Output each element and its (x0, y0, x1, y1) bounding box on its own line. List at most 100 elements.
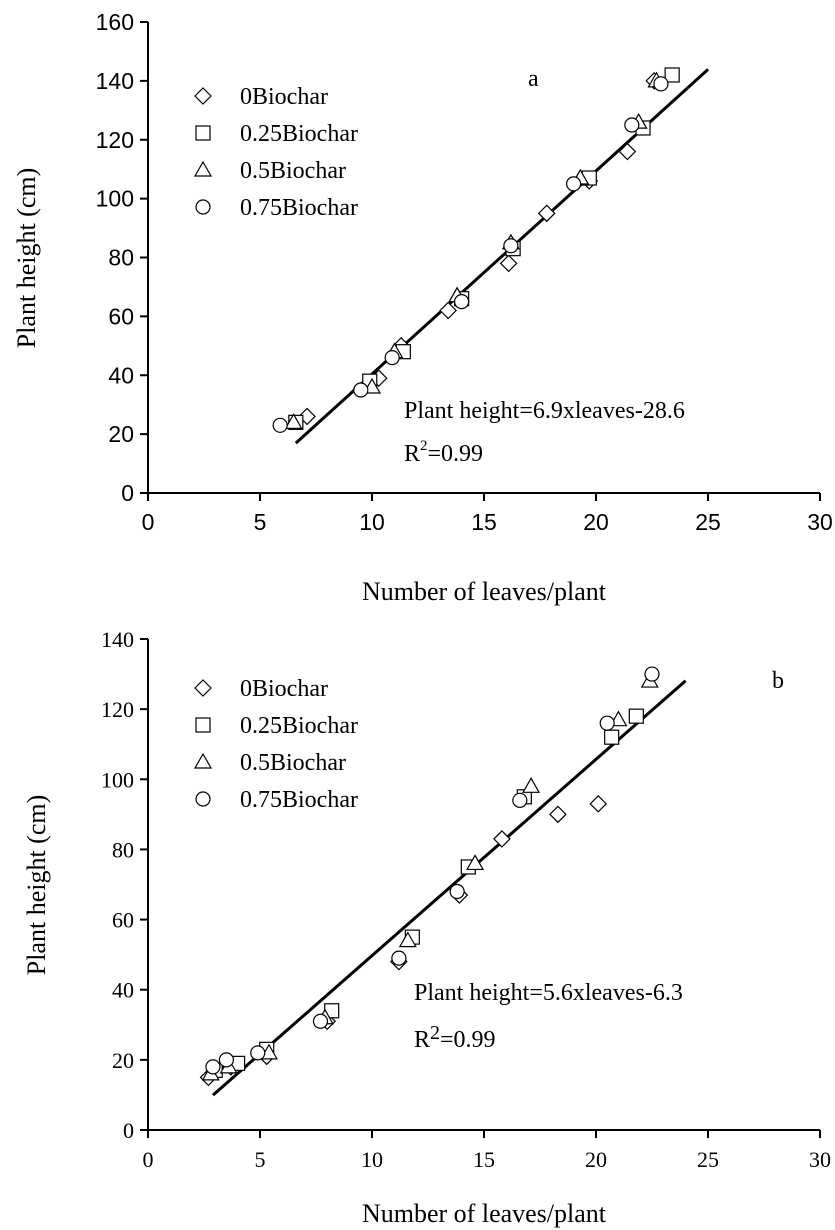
y-tick-label: 20 (108, 421, 134, 447)
data-point-triangle (398, 931, 417, 948)
r-squared-symbol: R (414, 1027, 430, 1053)
data-point-triangle (522, 777, 541, 793)
legend-symbol-square (195, 717, 211, 733)
x-ticks: 0 5 10 15 20 25 30 (142, 493, 833, 535)
legend-label: 0Biochar (240, 676, 328, 702)
data-points (199, 666, 660, 1087)
data-point-diamond (537, 204, 556, 223)
data-point-circle (391, 950, 407, 966)
x-tick-label: 25 (697, 1147, 719, 1172)
r-squared: R2=0.99 (404, 438, 483, 467)
y-tick-label: 140 (101, 627, 134, 652)
x-tick-label: 15 (473, 1147, 495, 1172)
y-tick-label: 140 (96, 68, 134, 94)
data-point-circle (449, 883, 465, 900)
x-tick-label: 10 (359, 509, 385, 535)
legend-label: 0.25Biochar (240, 121, 358, 147)
r-squared-exponent: 2 (420, 438, 428, 454)
x-tick-label: 20 (583, 509, 609, 535)
trend-line (211, 679, 687, 1097)
y-tick-label: 60 (112, 908, 134, 933)
legend: 0Biochar 0.25Biochar 0.5Biochar 0.75Biochar (193, 676, 358, 813)
data-point-circle (653, 76, 669, 92)
x-tick-label: 5 (255, 1147, 266, 1172)
data-point-diamond (549, 805, 567, 824)
regression-line (211, 679, 687, 1097)
data-point-diamond (439, 301, 458, 320)
data-point-circle (312, 1013, 329, 1029)
legend-label: 0.25Biochar (240, 713, 358, 739)
r-squared-value: =0.99 (428, 441, 484, 467)
y-axis-label: Plant height (cm) (22, 795, 51, 976)
legend-label: 0.75Biochar (240, 195, 358, 221)
data-point-circle (599, 715, 615, 731)
y-tick-label: 160 (96, 9, 134, 35)
y-tick-label: 120 (101, 697, 134, 722)
data-point-circle (353, 382, 369, 398)
x-tick-label: 5 (254, 509, 267, 535)
legend-label: 0Biochar (240, 84, 328, 110)
chart-panel-b: 0 20 40 60 80 100 120 140 0 5 10 15 20 25 30 0Biochar… (22, 627, 831, 1228)
data-point-diamond (493, 830, 511, 848)
y-tick-label: 80 (112, 837, 134, 862)
legend-symbol-square (195, 125, 211, 141)
y-tick-label: 60 (108, 303, 134, 329)
legend-label: 0.5Biochar (240, 750, 346, 776)
data-point-circle (644, 666, 660, 682)
x-tick-label: 20 (585, 1147, 607, 1172)
x-tick-label: 30 (807, 509, 833, 535)
data-point-circle (565, 176, 582, 192)
data-point-circle (624, 117, 640, 133)
y-axis-label: Plant height (cm) (12, 168, 41, 349)
legend-symbol-circle (195, 199, 211, 215)
x-tick-label: 0 (142, 509, 155, 535)
r-squared-exponent: 2 (430, 1022, 440, 1044)
data-point-diamond (589, 794, 608, 813)
y-tick-label: 100 (96, 186, 134, 212)
legend-symbol-circle (195, 791, 211, 807)
y-ticks: 0 20 40 60 80 100 120 140 160 (96, 9, 148, 506)
data-point-circle (454, 294, 470, 310)
x-tick-label: 10 (361, 1147, 383, 1172)
y-tick-label: 80 (108, 245, 134, 271)
y-tick-label: 0 (121, 480, 134, 506)
regression-equation: Plant height=5.6xleaves-6.3 (414, 980, 683, 1006)
r-squared-symbol: R (404, 441, 420, 467)
y-tick-label: 40 (112, 978, 134, 1003)
r-squared: R2=0.99 (414, 1022, 496, 1053)
data-point-circle (205, 1059, 221, 1075)
legend-symbol-diamond (194, 679, 212, 697)
data-point-diamond (499, 254, 518, 273)
data-point-triangle (284, 413, 303, 429)
data-point-circle (218, 1052, 234, 1068)
data-point-circle (250, 1045, 266, 1061)
y-tick-label: 40 (108, 362, 134, 388)
data-point-circle (503, 238, 519, 254)
r-squared-value: =0.99 (440, 1027, 496, 1053)
x-axis-label: Number of leaves/plant (362, 1199, 607, 1228)
x-ticks: 0 5 10 15 20 25 30 (143, 1130, 831, 1172)
panel-label: a (528, 66, 539, 92)
legend-symbol-triangle (193, 752, 213, 769)
x-tick-label: 25 (695, 509, 721, 535)
y-tick-label: 0 (123, 1118, 134, 1143)
data-point-circle (512, 792, 528, 808)
x-tick-label: 15 (471, 509, 497, 535)
legend-label: 0.75Biochar (240, 787, 358, 813)
data-point-diamond (618, 142, 637, 161)
legend-symbol-triangle (193, 160, 213, 177)
data-point-circle (384, 349, 400, 366)
data-points (272, 67, 680, 433)
data-point-circle (272, 417, 288, 433)
y-tick-label: 120 (96, 127, 134, 153)
y-ticks: 0 20 40 60 80 100 120 140 (101, 627, 148, 1143)
data-point-square (628, 708, 644, 724)
x-axis-label: Number of leaves/plant (362, 577, 607, 606)
y-tick-label: 100 (101, 767, 134, 792)
data-point-square (664, 67, 680, 83)
y-tick-label: 20 (112, 1048, 134, 1073)
data-point-triangle (466, 854, 485, 871)
legend-symbol-diamond (194, 87, 212, 105)
data-point-square (604, 729, 620, 745)
